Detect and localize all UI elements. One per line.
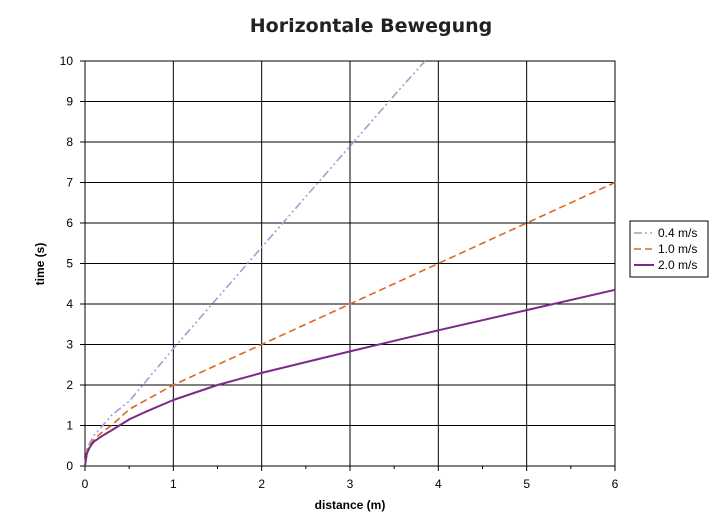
x-tick-label: 0 [82,477,89,491]
y-axis-label: time (s) [33,243,47,286]
legend-box [629,220,709,278]
legend-label-2: 1.0 m/s [658,242,697,256]
y-tick-label: 2 [66,378,73,392]
x-tick-label: 1 [170,477,177,491]
y-tick-label: 7 [66,176,73,190]
y-tick-label: 5 [66,257,73,271]
y-tick-label: 4 [66,297,73,311]
y-tick-label: 10 [60,54,74,68]
y-tick-label: 6 [66,216,73,230]
legend-label-3: 2.0 m/s [658,258,697,272]
y-tick-label: 0 [66,459,73,473]
grid [85,61,615,466]
tick-group: 0 1 2 3 4 5 6 0 1 2 3 4 5 6 7 8 9 10 [60,54,619,491]
y-tick-label: 9 [66,95,73,109]
y-tick-label: 8 [66,135,73,149]
x-tick-label: 6 [612,477,619,491]
x-tick-label: 5 [523,477,530,491]
y-tick-label: 3 [66,338,73,352]
x-tick-label: 4 [435,477,442,491]
series-layer [84,60,616,467]
x-tick-label: 2 [258,477,265,491]
chart-title: Horizontale Bewegung [250,15,492,37]
legend-label-1: 0.4 m/s [658,226,697,240]
series-line-3 [84,288,616,467]
legend: 0.4 m/s 1.0 m/s 2.0 m/s [629,220,709,278]
x-axis-label: distance (m) [315,498,386,512]
series-line-1 [84,60,426,467]
x-tick-label: 3 [347,477,354,491]
y-tick-label: 1 [66,419,73,433]
